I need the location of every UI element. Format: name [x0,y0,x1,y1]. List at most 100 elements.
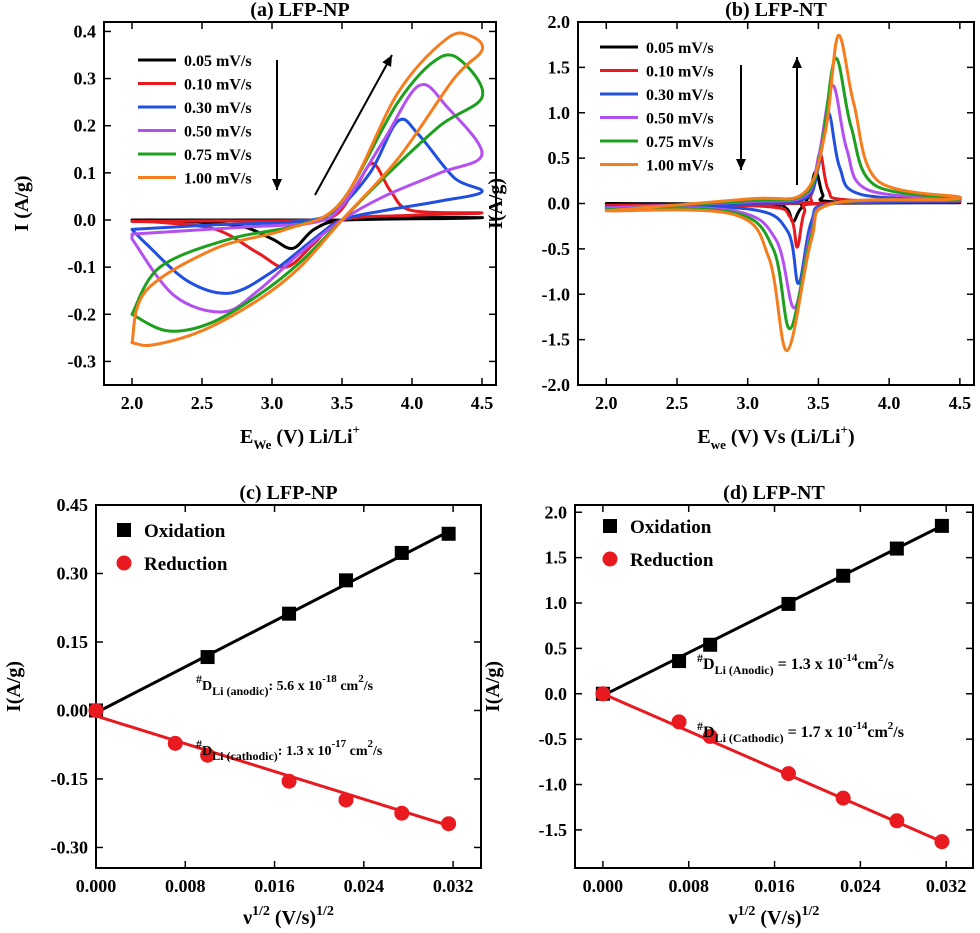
x-tick-label: 4.0 [401,393,424,413]
panel-d-lfp-nt-linear-fit: (d) LFP-NT 0.000 0.008 0.016 0.024 0.032 -1.5 -… [482,482,974,929]
fit-line-reduction [95,714,450,827]
x-tick-label: 0.008 [165,876,206,896]
ann-sup: -18 [322,673,337,685]
ann-sup2: 2 [368,738,374,750]
y-tick-label: 0.3 [74,69,97,89]
y-tick-label: -0.2 [68,304,97,324]
legend-label: 0.30 mV/s [184,100,252,117]
data-point-reduction [702,728,718,744]
ann-rest: = 1.3 x 10 [774,656,843,673]
legend-marker-circle [116,555,132,571]
ann-end: cm [867,724,888,741]
ann-tail: /s [882,656,894,673]
x-tick-label: 0.000 [583,876,624,896]
chart-title: (b) LFP-NT [725,0,827,21]
cv-curve-100 [604,34,962,353]
cv-curve-100 [130,31,485,347]
ann-main: D [703,724,715,741]
y-axis-label: I(A/g) [3,661,25,712]
data-point-reduction [338,792,354,808]
y-tick-label: -1.0 [542,284,571,304]
y-tick-label: -0.30 [51,837,89,857]
fit-line-reduction [602,692,943,844]
data-point-reduction [934,834,950,850]
ann-main: D [202,744,212,759]
ann-end: cm [857,656,878,673]
diffusion-annotation: #DLi (cathodic): 1.3 x 10-17 cm2/s [196,737,383,763]
ann-tail: /s [363,679,374,694]
data-point-reduction [780,766,796,782]
x-label-sub: We [253,437,271,452]
x-label-sup: + [841,422,848,437]
x-tick-label: 3.0 [261,393,284,413]
x-tick-label: 3.5 [331,393,354,413]
y-tick-label: 2.0 [545,502,568,522]
x-label-sup: + [353,422,360,437]
y-tick-label: -2.0 [542,375,571,395]
legend-marker-circle [602,551,618,567]
ann-sup2: 2 [878,652,884,664]
data-point-oxidation [394,545,409,560]
x-axis-label: ν1/2 (V/s)1/2 [242,904,334,929]
x-tick-label: 2.5 [191,393,214,413]
legend-label: 0.75 mV/s [184,147,252,164]
plot-frame [95,504,482,869]
y-tick-label: 0.00 [57,700,89,720]
data-point-oxidation [781,596,796,611]
panel-a-lfp-np-cv: (a) LFP-NP 2.0 2.5 3.0 3.5 4.0 4.5 -0.3 -0.2 -0.1… [11,0,497,452]
ann-hash: # [697,719,703,733]
ann-rest: = 1.7 x 10 [784,724,853,741]
fit-line-oxidation [95,530,450,715]
y-tick-label: 1.5 [545,548,568,568]
x-tick-label: 0.032 [433,876,474,896]
data-point-reduction [595,686,611,702]
x-tick-label: 2.0 [595,393,618,413]
panel-b-lfp-nt-cv: (b) LFP-NT 2.0 2.5 3.0 3.5 4.0 4.5 -2.0 -1.5 -1.0… [485,0,975,452]
ann-end: cm [346,744,368,759]
legend-label: 0.10 mV/s [184,77,252,94]
ann-sup: -17 [331,738,346,750]
legend-label: Reduction [144,554,228,575]
x-tick-label: 3.5 [807,393,830,413]
y-tick-label: 0.0 [74,210,97,230]
ann-sub: Li (Anodic) [715,663,774,677]
x-tick-label: 3.0 [736,393,759,413]
x-label-sup2: 1/2 [802,904,820,919]
y-tick-label: -1.0 [539,775,568,795]
legend-label: 0.50 mV/s [184,124,252,141]
data-point-oxidation [836,568,851,583]
plot-frame [103,21,497,386]
trend-arrow-head [272,179,282,190]
data-point-oxidation [338,573,353,588]
ann-tail: /s [892,724,904,741]
chart-title: (c) LFP-NP [239,482,337,504]
y-tick-label: 1.0 [548,103,571,123]
data-point-oxidation [672,654,687,669]
y-tick-label: -1.5 [542,330,571,350]
x-tick-label: 4.5 [471,393,494,413]
legend-label: 0.50 mV/s [646,111,714,128]
data-point-oxidation [282,606,297,621]
y-tick-label: 0.5 [548,148,571,168]
diffusion-annotation: #DLi (Anodic) = 1.3 x 10-14cm2/s [697,651,894,677]
x-label-main: E [240,426,253,448]
x-label-rest: (V) Vs (Li/Li [726,426,841,448]
legend-label: 1.00 mV/s [184,171,252,188]
data-point-reduction [671,714,687,730]
trend-arrow-head [382,55,392,67]
x-label-sup1: 1/2 [738,904,756,919]
ann-sup: -14 [853,720,868,732]
x-axis-label: Ewe (V) Vs (Li/Li+) [697,422,854,452]
y-tick-label: 1.0 [545,593,568,613]
y-tick-label: 0.4 [74,21,97,41]
x-label-main: E [697,426,710,448]
data-point-reduction [889,813,905,829]
x-label-nu: ν [728,907,738,929]
ann-sup2: 2 [358,673,364,685]
y-axis-label: I(A/g) [482,661,504,712]
y-tick-label: -0.5 [539,729,568,749]
ann-sup: -14 [843,652,858,664]
x-tick-label: 0.024 [344,876,385,896]
chart-title: (a) LFP-NP [250,0,349,21]
